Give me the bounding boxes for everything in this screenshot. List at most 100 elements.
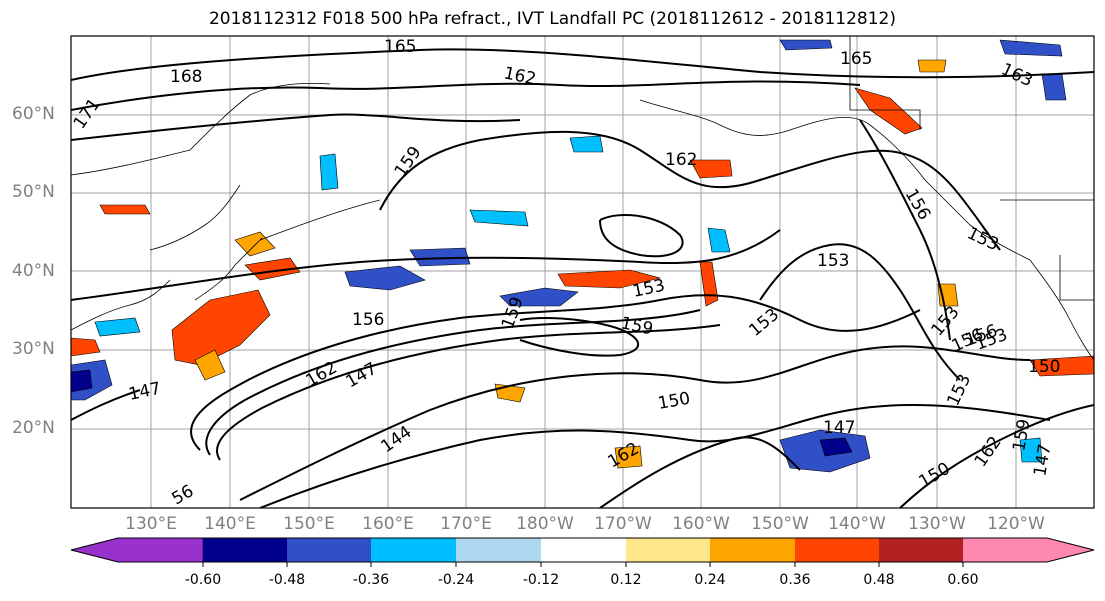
colorbar-tick-label: -0.12 xyxy=(522,572,560,588)
colorbar xyxy=(70,537,1095,567)
colorbar-cell xyxy=(710,538,795,562)
anomaly-patch xyxy=(1019,437,1043,463)
colorbar-tick-label: -0.48 xyxy=(268,572,306,588)
coastline xyxy=(1029,259,1094,361)
contour-label: 165 xyxy=(384,37,416,57)
coastline xyxy=(639,99,871,136)
map-title: 2018112312 F018 500 hPa refract., IVT La… xyxy=(208,9,896,29)
colorbar-cell xyxy=(371,538,456,562)
lon-label: 120°W xyxy=(987,514,1045,534)
colorbar-tick-label: 0.36 xyxy=(779,572,811,588)
colorbar-cell xyxy=(70,537,204,563)
colorbar-ticks xyxy=(202,562,964,567)
contour-line xyxy=(599,214,684,258)
colorbar-tick-label: 0.12 xyxy=(610,572,642,588)
anomaly-patch xyxy=(779,39,833,51)
anomaly-patch xyxy=(614,445,643,469)
contour-line xyxy=(759,243,961,381)
contour-line xyxy=(71,48,1094,81)
contour-line xyxy=(599,436,801,508)
anomaly-patch xyxy=(344,265,426,291)
coastlines xyxy=(71,36,1094,361)
anomaly-patch xyxy=(1029,355,1094,377)
anomaly-patch xyxy=(319,153,339,191)
colorbar-cell xyxy=(203,538,287,562)
contour-line xyxy=(71,389,141,421)
lat-label-20n: 20°N xyxy=(12,418,55,438)
contour-label: 147 xyxy=(823,418,855,438)
contour-label: 168 xyxy=(170,67,202,87)
anomaly-patch xyxy=(99,204,151,215)
contour-line xyxy=(519,317,640,357)
anomaly-patch xyxy=(71,337,101,357)
anomaly-patch xyxy=(917,59,947,73)
lat-label-50n: 50°N xyxy=(12,182,55,202)
contour-label: 153 xyxy=(817,251,849,271)
anomaly-patch xyxy=(71,369,93,393)
lon-label: 140°W xyxy=(828,514,886,534)
anomaly-patch xyxy=(999,39,1063,57)
anomaly-patch xyxy=(819,437,853,457)
map-background xyxy=(71,36,1094,508)
contour-line xyxy=(215,324,721,461)
colorbar-tick-label: -0.36 xyxy=(352,572,390,588)
colorbar-cell xyxy=(963,538,1094,562)
colorbar-tick-label: -0.60 xyxy=(184,572,222,588)
colorbar-cell xyxy=(626,538,710,562)
colorbar-tick-label: 0.48 xyxy=(863,572,895,588)
colorbar-cell xyxy=(287,538,371,562)
anomaly-patch xyxy=(569,135,604,153)
contour-line xyxy=(190,294,921,451)
coastline xyxy=(149,184,241,251)
contour-label: 156 xyxy=(352,310,384,330)
contour-line xyxy=(71,113,521,141)
map-panel: 165 162 168 171 159 162 165 163 156 153 … xyxy=(70,35,1095,509)
contour-line xyxy=(899,404,1094,508)
anomaly-patch xyxy=(94,317,141,337)
colorbar-tick-label: 0.24 xyxy=(694,572,726,588)
height-contours xyxy=(71,48,1094,508)
contour-line xyxy=(239,345,1031,501)
anomaly-patch xyxy=(171,289,271,366)
coastline xyxy=(194,237,263,301)
colorbar-tick-label: 0.60 xyxy=(947,572,979,588)
lon-label: 130°W xyxy=(908,514,966,534)
lon-label: 160°W xyxy=(672,514,730,534)
anomaly-patch xyxy=(244,257,301,281)
lon-label: 140°E xyxy=(204,514,256,534)
map-frame xyxy=(70,35,1095,509)
contour-line xyxy=(259,404,1051,508)
anomaly-patch xyxy=(469,209,529,227)
lon-label: 150°E xyxy=(283,514,335,534)
lon-label: 180°W xyxy=(516,514,574,534)
anomaly-patch xyxy=(499,287,579,307)
colorbar-cell xyxy=(795,538,879,562)
colorbar-cell xyxy=(456,538,541,562)
anomaly-patch xyxy=(689,159,733,179)
contour-label: 150 xyxy=(1028,357,1060,377)
coastline xyxy=(259,199,381,241)
anomaly-patch xyxy=(409,247,471,267)
colorbar-outline xyxy=(70,537,1095,563)
contour-line xyxy=(379,130,1001,251)
colorbar-cell xyxy=(879,538,963,562)
anomaly-patch xyxy=(1041,73,1067,101)
lon-label: 160°E xyxy=(362,514,414,534)
coastline xyxy=(869,124,1031,261)
lat-label-30n: 30°N xyxy=(12,339,55,359)
colorbar-tick-label: -0.24 xyxy=(437,572,475,588)
contour-line xyxy=(71,229,781,301)
lat-label-40n: 40°N xyxy=(12,261,55,281)
anomaly-patch xyxy=(557,269,662,289)
lon-label: 150°W xyxy=(751,514,809,534)
lon-label: 170°W xyxy=(594,514,652,534)
contour-line xyxy=(205,309,701,456)
coastline xyxy=(71,279,171,331)
coastline xyxy=(1059,255,1094,301)
contour-label: 165 xyxy=(840,49,872,69)
lon-label: 170°E xyxy=(440,514,492,534)
contour-line xyxy=(859,119,951,341)
coastline xyxy=(849,36,921,130)
coastline xyxy=(71,83,331,176)
anomaly-patch xyxy=(854,87,923,135)
